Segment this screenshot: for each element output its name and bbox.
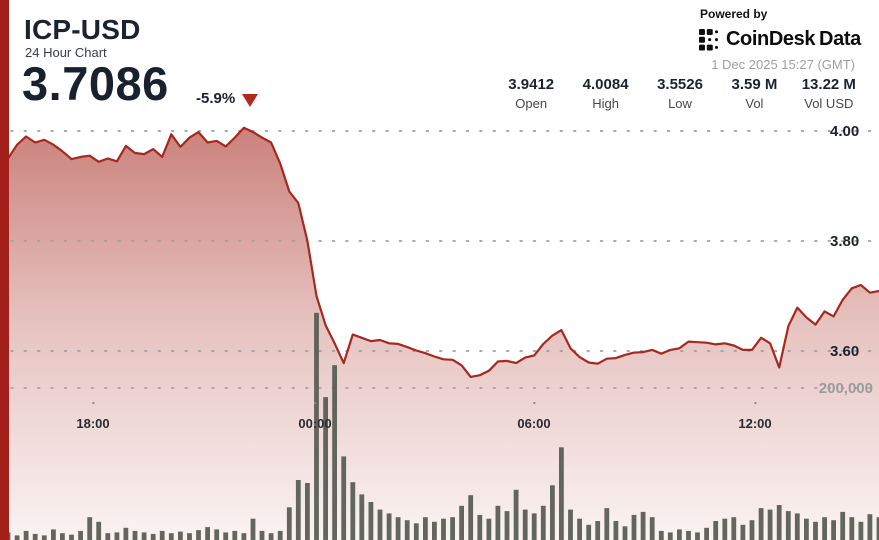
stat-high: 4.0084 High — [568, 76, 642, 112]
stat-open: 3.9412 Open — [494, 76, 568, 112]
stat-vol: 3.59 M Vol — [717, 76, 791, 112]
left-accent-bar — [0, 0, 9, 540]
volume-bars — [5, 312, 879, 540]
stat-low: 3.5526 Low — [643, 76, 717, 112]
tick-dot — [754, 402, 756, 404]
coindesk-logo-icon — [699, 28, 718, 51]
stat-value: 3.9412 — [508, 76, 555, 93]
y-axis-tick: 3.60 — [830, 343, 860, 360]
price-down-arrow-icon — [242, 94, 258, 107]
stat-label: Vol USD — [804, 96, 854, 111]
stat-label: Low — [668, 96, 692, 111]
stat-value: 13.22 M — [801, 76, 856, 93]
stat-label: High — [592, 96, 619, 111]
stat-label: Vol — [745, 96, 764, 111]
x-axis-tick: 18:00 — [76, 402, 110, 431]
price-change-percent: -5.9% — [196, 90, 236, 107]
tick-label: 18:00 — [76, 416, 110, 431]
gridlines — [10, 130, 879, 389]
brand-coindesk: CoinDesk — [726, 28, 816, 50]
volume-axis-tick: 200,000 — [818, 380, 873, 397]
page-title: ICP-USD — [24, 14, 141, 45]
stat-label: Open — [515, 96, 548, 111]
current-price: 3.7086 — [22, 57, 169, 110]
tick-label: 12:00 — [738, 416, 772, 431]
price-area-fill — [8, 127, 879, 540]
stat-value: 3.5526 — [657, 76, 703, 93]
tick-label: 06:00 — [517, 416, 551, 431]
brand-name: CoinDesk Data — [726, 28, 861, 51]
brand-data: Data — [819, 28, 861, 50]
timestamp: 1 Dec 2025 15:27 (GMT) — [711, 57, 855, 72]
coindesk-brand: CoinDesk Data — [699, 28, 861, 51]
stats-row: 3.9412 Open 4.0084 High 3.5526 Low 3.59 … — [494, 76, 866, 112]
price-line — [6, 126, 879, 378]
chart-subtitle: 24 Hour Chart — [25, 45, 107, 60]
stat-value: 3.59 M — [731, 76, 778, 93]
tick-label: 00:00 — [298, 416, 332, 431]
x-axis-tick: 00:00 — [298, 402, 332, 431]
stat-value: 4.0084 — [582, 76, 629, 93]
y-axis-tick: 4.00 — [830, 123, 860, 140]
y-axis-tick: 3.80 — [830, 233, 860, 250]
stat-vol-usd: 13.22 M Vol USD — [792, 76, 866, 112]
x-axis-tick: 06:00 — [517, 402, 551, 431]
tick-dot — [533, 402, 535, 404]
x-axis-tick: 12:00 — [738, 402, 772, 431]
powered-by-label: Powered by — [700, 7, 768, 21]
tick-dot — [92, 402, 94, 404]
tick-dot — [314, 402, 316, 404]
